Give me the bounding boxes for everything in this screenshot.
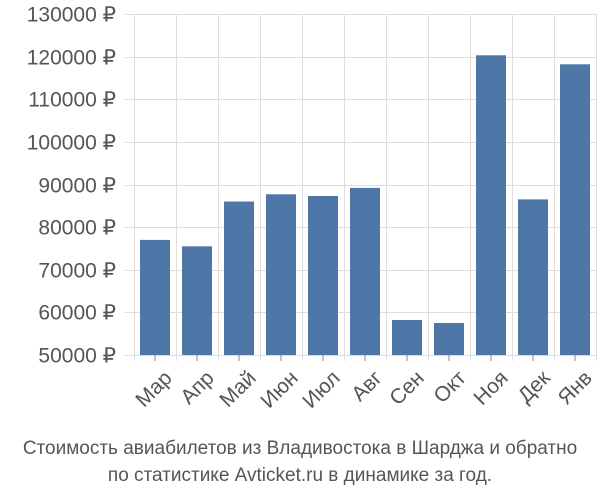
chart-caption-line-2: по статистике Avticket.ru в динамике за … [108, 465, 492, 486]
x-tick-label: Дек [514, 366, 556, 408]
bar [350, 187, 380, 355]
bar [518, 199, 548, 355]
y-tick-label: 70000 ₽ [38, 260, 116, 283]
bar [308, 196, 338, 355]
bar [434, 323, 464, 355]
x-tick-label: Янв [554, 366, 597, 409]
x-tick-label: Ноя [469, 366, 512, 409]
bar [224, 201, 254, 355]
y-tick-label: 110000 ₽ [28, 89, 116, 112]
bar [266, 194, 296, 355]
y-tick-label: 50000 ₽ [38, 345, 116, 368]
bar [560, 64, 590, 356]
y-tick-label: 90000 ₽ [38, 175, 116, 198]
y-tick-label: 60000 ₽ [38, 302, 116, 325]
y-tick-label: 120000 ₽ [27, 47, 116, 70]
y-tick-label: 100000 ₽ [27, 132, 116, 155]
x-tick-label: Авг [347, 366, 387, 406]
x-tick-label: Окт [429, 366, 471, 408]
x-tick-label: Апр [176, 366, 218, 408]
chart-caption-line-1: Стоимость авиабилетов из Владивостока в … [23, 438, 577, 459]
bar [140, 239, 170, 355]
y-tick-label: 80000 ₽ [38, 217, 116, 240]
x-tick-label: Июл [298, 366, 344, 412]
y-axis-tick-labels: 130000 ₽ 120000 ₽ 110000 ₽ 100000 ₽ 90000 ₽ 8… [27, 4, 116, 368]
x-tick-label: Май [215, 366, 260, 411]
bars-layer [140, 55, 590, 356]
x-tick-label: Июн [256, 366, 302, 412]
bar [476, 55, 506, 356]
x-tick-label: Сен [385, 366, 428, 409]
y-tick-label: 130000 ₽ [27, 4, 116, 27]
bar [392, 320, 422, 355]
x-tick-label: Мар [131, 366, 176, 411]
bar [182, 246, 212, 355]
